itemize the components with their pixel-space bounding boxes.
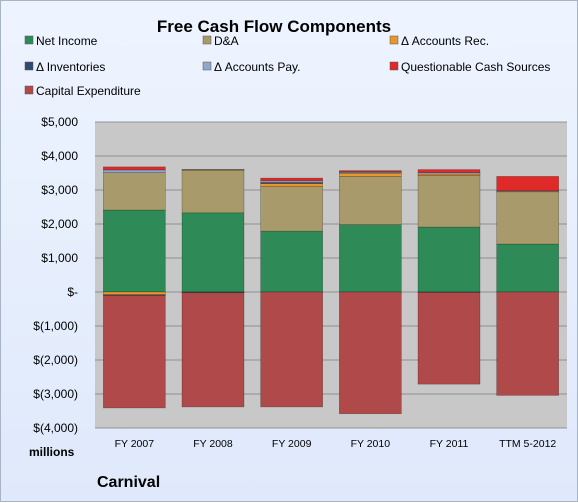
x-tick-label: FY 2009 — [272, 438, 312, 450]
legend-label-net-income: Net Income — [36, 34, 98, 48]
legend-swatch-accounts-pay — [202, 61, 212, 71]
legend-label-accounts-pay: Δ Accounts Pay. — [214, 60, 301, 74]
bar-capital-expenditure-fy-2008 — [181, 292, 245, 408]
x-tick-label: TTM 5-2012 — [499, 438, 556, 450]
bar-d-a-fy-2009 — [260, 186, 323, 232]
y-tick-label: $5,000 — [41, 115, 78, 129]
bar-net-income-ttm-5-2012 — [496, 243, 559, 293]
bars — [103, 166, 559, 415]
bar-d-a-ttm-5-2012 — [496, 191, 559, 245]
bar-accounts-pay-fy-2007 — [103, 169, 166, 173]
y-tick-label: $4,000 — [41, 149, 78, 163]
x-tick-label: FY 2008 — [193, 438, 233, 450]
bar-net-income-fy-2009 — [260, 230, 323, 293]
legend-swatch-net-income — [24, 35, 34, 45]
bar-capital-expenditure-fy-2011 — [417, 292, 481, 385]
gridlines — [95, 121, 567, 429]
legend-swatch-questionable-cash-sources — [389, 61, 399, 71]
legend-label-questionable-cash-sources: Questionable Cash Sources — [401, 60, 550, 74]
chart-title: Free Cash Flow Components — [157, 17, 391, 36]
bar-net-income-fy-2010 — [339, 224, 402, 293]
bar-questionable-cash-sources-fy-2009 — [260, 177, 323, 182]
bar-capital-expenditure-ttm-5-2012 — [496, 291, 559, 396]
x-tick-label: FY 2007 — [115, 438, 155, 450]
y-tick-label: $3,000 — [41, 183, 78, 197]
plot-area — [95, 122, 567, 428]
bar-questionable-cash-sources-ttm-5-2012 — [496, 176, 559, 191]
legend-swatch-accounts-rec — [389, 35, 399, 45]
bar-d-a-fy-2007 — [103, 172, 166, 211]
unit-label: millions — [29, 445, 75, 459]
bar-d-a-fy-2011 — [417, 175, 481, 228]
legend-label-accounts-rec: Δ Accounts Rec. — [401, 34, 489, 48]
bar-accounts-rec-fy-2007 — [103, 291, 166, 296]
legend: Net Income D&A Δ Accounts Rec. Δ Inventorie… — [24, 34, 550, 98]
x-axis: FY 2007 FY 2008 FY 2009 FY 2010 FY 2011 TTM 5… — [115, 438, 557, 450]
bar-capital-expenditure-fy-2009 — [260, 291, 323, 408]
legend-label-inventories: Δ Inventories — [36, 60, 105, 74]
x-tick-label: FY 2010 — [351, 438, 391, 450]
y-tick-label: $(2,000) — [33, 353, 78, 367]
bar-accounts-pay-fy-2008 — [181, 168, 245, 171]
x-tick-label: FY 2011 — [430, 438, 469, 450]
y-tick-label: $(3,000) — [33, 387, 78, 401]
bar-accounts-rec-fy-2009 — [260, 183, 323, 187]
y-tick-label: $(4,000) — [33, 421, 78, 435]
company-label: Carnival — [97, 474, 160, 491]
y-tick-label: $2,000 — [41, 217, 78, 231]
bar-d-a-fy-2010 — [339, 176, 402, 225]
bar-questionable-cash-sources-fy-2011 — [417, 169, 481, 173]
bar-questionable-cash-sources-fy-2007 — [103, 166, 166, 171]
legend-swatch-inventories — [24, 61, 34, 71]
y-tick-label: $(1,000) — [33, 319, 78, 333]
bar-net-income-fy-2007 — [103, 209, 166, 293]
legend-swatch-capital-expenditure — [24, 85, 34, 95]
y-tick-label: $1,000 — [41, 251, 78, 265]
bar-accounts-rec-ttm-5-2012 — [496, 191, 559, 193]
bar-net-income-fy-2011 — [417, 226, 481, 293]
bar-capital-expenditure-fy-2007 — [103, 295, 166, 409]
bar-capital-expenditure-fy-2010 — [339, 291, 402, 415]
bar-net-income-fy-2008 — [181, 212, 245, 293]
bar-questionable-cash-sources-fy-2010 — [339, 170, 402, 172]
legend-label-d-a: D&A — [214, 34, 239, 48]
legend-label-capital-expenditure: Capital Expenditure — [36, 84, 141, 98]
legend-swatch-d-a — [202, 35, 212, 45]
y-tick-label: $- — [67, 285, 78, 299]
bar-d-a-fy-2008 — [181, 169, 245, 214]
bar-accounts-rec-fy-2010 — [339, 172, 402, 177]
y-axis: $5,000 $4,000 $3,000 $2,000 $1,000 $- $(1,000)… — [33, 115, 78, 435]
